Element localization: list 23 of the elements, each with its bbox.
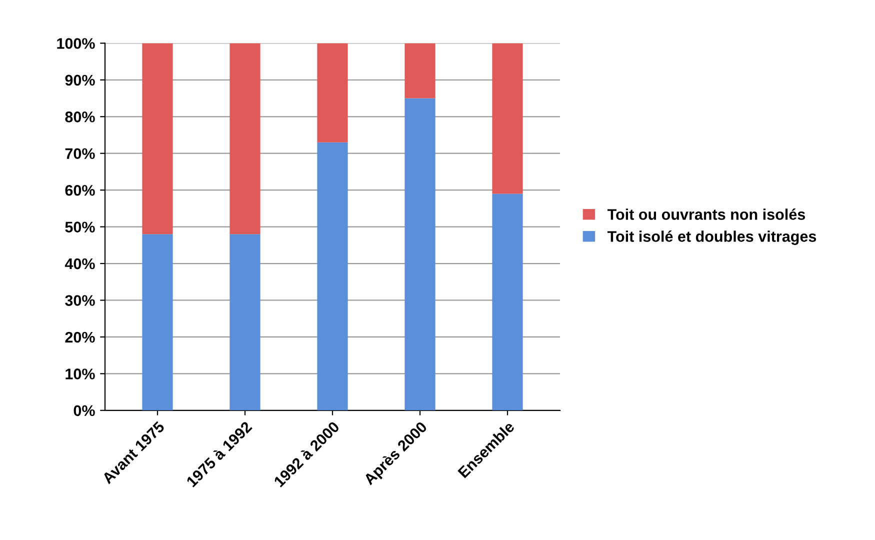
y-tick-label: 40% [64, 258, 95, 270]
y-tick-label: 50% [65, 222, 95, 232]
y-tick-label: 10% [66, 368, 95, 380]
bar [317, 142, 348, 410]
legend-label: Toit ou ouvrants non isolés [607, 208, 806, 220]
y-tick-label: 60% [65, 184, 95, 196]
y-tick-label: 100% [57, 38, 95, 49]
bar [230, 234, 260, 410]
bar [492, 43, 523, 194]
y-tick-label: 30% [65, 295, 95, 306]
y-tick-label: 0% [74, 405, 95, 416]
y-tick-label: 70% [65, 148, 95, 160]
bar [230, 43, 260, 234]
bar [142, 43, 173, 234]
bar [492, 194, 523, 410]
bar [404, 43, 436, 98]
y-tick-label: 80% [65, 112, 95, 122]
legend-label: Toit isolé et doubles vitrages [607, 230, 816, 245]
bar [142, 234, 173, 410]
y-tick-label: 20% [65, 332, 95, 343]
bar [404, 98, 436, 410]
bar [317, 43, 348, 142]
y-tick-label: 90% [65, 74, 95, 86]
